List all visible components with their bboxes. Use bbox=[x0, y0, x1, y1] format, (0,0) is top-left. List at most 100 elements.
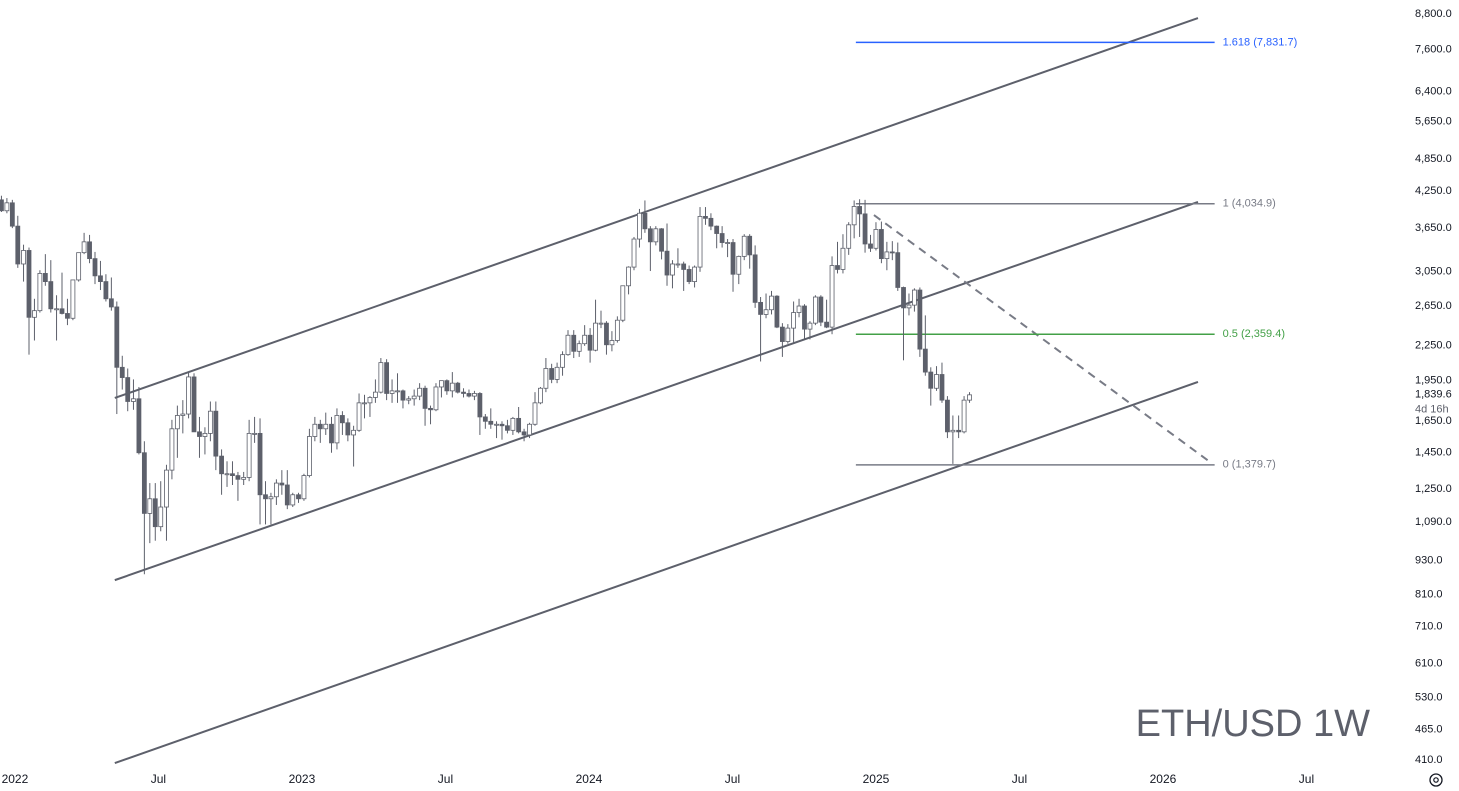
candle-body bbox=[681, 263, 687, 270]
candle-body bbox=[378, 362, 384, 393]
candle-body bbox=[593, 322, 598, 351]
candle-body bbox=[725, 242, 730, 244]
candle-body bbox=[174, 415, 180, 430]
settings-ring[interactable] bbox=[1429, 773, 1443, 787]
y-tick-label: 710.0 bbox=[1415, 620, 1443, 632]
candle-body bbox=[967, 394, 972, 401]
candle-body bbox=[521, 431, 527, 436]
candle-body bbox=[708, 217, 714, 227]
candle-body bbox=[752, 254, 758, 303]
candle-body bbox=[631, 238, 637, 268]
candle-body bbox=[279, 482, 285, 486]
candle-body bbox=[884, 251, 890, 260]
candle-body bbox=[0, 199, 4, 212]
candle-body bbox=[895, 252, 901, 288]
x-tick-label: Jul bbox=[1012, 772, 1027, 786]
candle-body bbox=[571, 334, 577, 352]
candle-body bbox=[549, 368, 555, 380]
candle-body bbox=[736, 255, 742, 275]
candle-body bbox=[653, 228, 659, 243]
candle-body bbox=[21, 250, 26, 265]
candle-body bbox=[488, 420, 494, 425]
fib-level-label: 0 (1,379.7) bbox=[1223, 459, 1276, 471]
candle-body bbox=[26, 250, 32, 318]
candle-body bbox=[560, 354, 565, 368]
y-tick-label: 2,250.0 bbox=[1415, 340, 1452, 352]
candle-body bbox=[367, 397, 373, 404]
candle-body bbox=[207, 410, 213, 434]
candle-body bbox=[922, 348, 928, 373]
candle-body bbox=[186, 376, 191, 415]
fib-level-label: 1.618 (7,831.7) bbox=[1223, 36, 1298, 48]
candle-body bbox=[362, 402, 367, 405]
candle-body bbox=[670, 263, 675, 276]
candle-body bbox=[219, 455, 224, 475]
candle-body bbox=[356, 402, 362, 431]
candle-body bbox=[565, 334, 571, 356]
candle-body bbox=[582, 334, 588, 345]
candle-body bbox=[620, 285, 626, 321]
candle-body bbox=[141, 452, 147, 514]
candle-body bbox=[439, 380, 444, 388]
candle-body bbox=[796, 305, 802, 313]
candle-body bbox=[609, 340, 615, 346]
candle-body bbox=[516, 417, 522, 433]
candle-body bbox=[901, 287, 906, 309]
candle-body bbox=[87, 241, 92, 260]
candle-body bbox=[703, 216, 708, 219]
y-tick-label: 530.0 bbox=[1415, 692, 1443, 704]
y-tick-label: 465.0 bbox=[1415, 723, 1443, 735]
y-tick-label: 1,090.0 bbox=[1415, 516, 1452, 528]
x-tick-label: 2022 bbox=[2, 772, 29, 786]
candle-body bbox=[961, 399, 967, 433]
candle-body bbox=[70, 279, 76, 319]
candle-body bbox=[719, 233, 725, 243]
candle-body bbox=[802, 305, 807, 330]
y-tick-label: 8,800.0 bbox=[1415, 8, 1452, 20]
candle-body bbox=[950, 429, 956, 433]
candle-body bbox=[813, 296, 818, 324]
candle-body bbox=[76, 252, 82, 281]
candle-body bbox=[334, 415, 340, 444]
candle-body bbox=[428, 407, 433, 411]
settings-icon[interactable] bbox=[1429, 773, 1443, 787]
chart-title: ETH/USD 1W bbox=[1136, 703, 1370, 745]
candle-body bbox=[598, 322, 604, 325]
candle-body bbox=[235, 475, 241, 480]
candle-body bbox=[312, 423, 318, 437]
candle-body bbox=[499, 423, 505, 427]
candle-body bbox=[455, 382, 461, 393]
candle-body bbox=[494, 423, 499, 426]
candle-body bbox=[4, 202, 10, 212]
candle-body bbox=[554, 366, 560, 380]
candle-body bbox=[191, 376, 197, 433]
candle-body bbox=[48, 281, 54, 310]
candle-body bbox=[81, 241, 87, 254]
y-tick-label: 3,650.0 bbox=[1415, 222, 1452, 234]
candle-body bbox=[301, 475, 307, 500]
candle-body bbox=[422, 387, 428, 409]
candle-body bbox=[956, 429, 962, 433]
y-tick-label: 2,650.0 bbox=[1415, 300, 1452, 312]
candle-body bbox=[65, 313, 70, 319]
candle-body bbox=[873, 229, 879, 249]
x-tick-label: 2026 bbox=[1150, 772, 1177, 786]
candle-body bbox=[114, 306, 120, 368]
candle-body bbox=[395, 390, 400, 393]
channel-line bbox=[114, 201, 1199, 582]
y-tick-label: 1,950.0 bbox=[1415, 375, 1452, 387]
candle-body bbox=[807, 322, 813, 330]
candle-body bbox=[103, 281, 109, 300]
candle-body bbox=[862, 213, 868, 245]
candle-body bbox=[840, 247, 846, 270]
candle-body bbox=[444, 380, 450, 392]
candle-body bbox=[851, 206, 857, 226]
settings-core[interactable] bbox=[1433, 777, 1439, 783]
candle-body bbox=[510, 417, 516, 431]
candle-body bbox=[741, 235, 747, 257]
y-tick-label: 610.0 bbox=[1415, 657, 1443, 669]
plot: 8,800.0 7,600.0 6,400.0 5,650.0 4,850.0 4,250… bbox=[0, 8, 1452, 786]
candle-body bbox=[879, 229, 884, 260]
candle-body bbox=[417, 387, 423, 397]
candle-body bbox=[791, 312, 796, 329]
